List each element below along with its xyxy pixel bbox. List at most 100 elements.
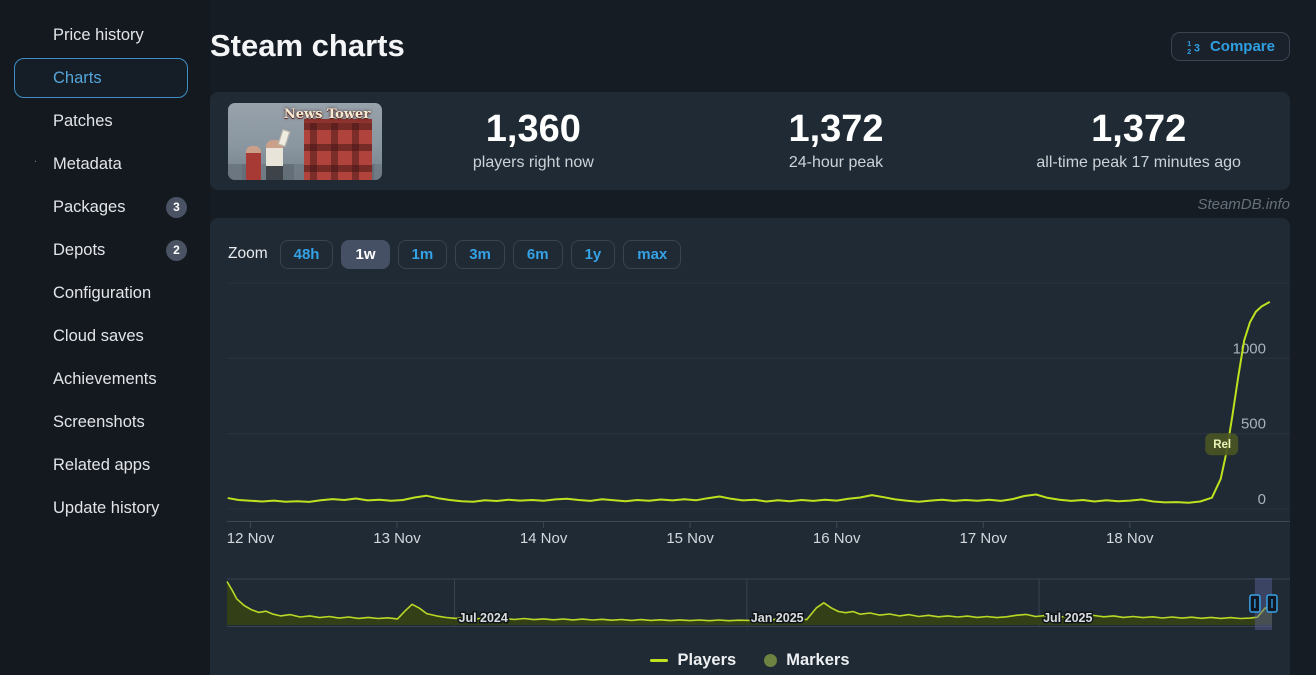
metadata-icon [27,156,44,173]
zoom-range-6m[interactable]: 6m [512,239,563,269]
charts-icon [27,70,44,87]
legend-swatch [764,654,778,667]
svg-text:16 Nov: 16 Nov [813,530,861,547]
svg-text:1: 1 [1187,38,1191,47]
sidebar-item-label: Cloud saves [53,326,144,345]
sidebar-item-depots[interactable]: Depots 2 [14,230,188,270]
link-icon [27,457,44,474]
stat-24-hour-peak: 1,372 24-hour peak [685,108,988,172]
compare-button-label: Compare [1209,37,1275,55]
sidebar-item-label: Metadata [53,154,122,173]
sidebar-item-label: Screenshots [53,412,145,431]
sidebar-item-cloud-saves[interactable]: Cloud saves [14,316,188,356]
legend-swatch [650,659,669,662]
svg-text:Jul 2025: Jul 2025 [1043,611,1092,625]
chart-panel: Zoom 48h 1w 1m 3m 6m 1y max [210,218,1290,675]
sidebar-item-label: Charts [53,68,102,87]
download-icon [1246,243,1268,265]
capsule-art-newspaper [277,128,291,147]
sidebar-item-label: Packages [53,197,126,216]
sidebar-item-patches[interactable]: Patches [14,101,188,141]
game-title-text: News Tower [283,106,371,122]
chart-navigator[interactable]: Jul 2024 Jan 2025 Jul 2025 [210,578,1290,635]
screenshots-icon [27,414,44,431]
zoom-range-group: 48h 1w 1m 3m 6m 1y max [279,239,682,269]
legend-item-markers[interactable]: Markers [764,651,850,670]
legend-label: Markers [786,651,850,669]
svg-text:18 Nov: 18 Nov [1106,530,1154,547]
stat-value: 1,360 [485,108,581,151]
zoom-range-3m[interactable]: 3m [455,239,505,269]
sidebar-item-label: Patches [53,111,113,130]
svg-text:0: 0 [1258,491,1266,508]
gear-icon [27,285,44,302]
svg-text:2: 2 [1187,46,1191,54]
capsule-art-figure [246,145,261,180]
stat-all-time-peak-17-minutes-ago: 1,372 all-time peak 17 minutes ago [987,108,1290,172]
player-stats-panel: News Tower 1,360 players right now 1,372… [210,92,1290,190]
svg-text:Jan 2025: Jan 2025 [751,611,804,625]
zoom-range-48h[interactable]: 48h [279,239,334,269]
stat-value: 1,372 [788,108,884,151]
game-capsule-image[interactable]: News Tower [228,102,382,180]
stat-label: all-time peak 17 minutes ago [1036,153,1241,171]
stats-row: 1,360 players right now 1,372 24-hour pe… [382,108,1290,172]
steamdb-watermark-link[interactable]: SteamDB.info [1197,195,1290,213]
sidebar-item-label: Update history [53,498,160,517]
count-badge: 2 [166,239,187,261]
packages-icon [27,199,44,216]
zoom-range-1y[interactable]: 1y [570,239,616,269]
stat-value: 1,372 [1091,108,1187,151]
svg-text:3: 3 [1194,42,1200,54]
stat-label: 24-hour peak [788,153,884,171]
sidebar-item-packages[interactable]: Packages 3 [14,187,188,227]
count-badge: 3 [166,196,187,218]
sidebar-item-configuration[interactable]: Configuration [14,273,188,313]
depots-icon [27,242,44,259]
zoom-range-1m[interactable]: 1m [397,239,448,269]
svg-text:15 Nov: 15 Nov [666,530,714,547]
sidebar-item-label: Related apps [53,455,151,474]
sidebar-item-label: Depots [53,240,106,259]
release-marker[interactable]: Rel [1205,433,1239,456]
chart-toolbar: Zoom 48h 1w 1m 3m 6m 1y max [210,238,1290,270]
navigator-handle[interactable] [1266,594,1278,613]
patches-icon [27,113,44,130]
zoom-label: Zoom [228,245,268,262]
svg-text:14 Nov: 14 Nov [520,530,568,547]
sidebar-item-label: Achievements [53,369,157,388]
sidebar-item-metadata[interactable]: Metadata [14,144,188,184]
svg-text:Jul 2024: Jul 2024 [459,611,508,625]
svg-text:12 Nov: 12 Nov [227,530,275,547]
stat-players-right-now: 1,360 players right now [382,108,685,172]
legend-label: Players [677,651,737,669]
page-title: Steam charts [210,28,405,63]
navigator-handle[interactable] [1249,594,1261,613]
sidebar-item-achievements[interactable]: Achievements [14,359,188,399]
zoom-range-max[interactable]: max [623,239,682,269]
svg-text:1000: 1000 [1233,340,1266,357]
sidebar-item-label: Price history [53,25,144,44]
price-history-icon [27,27,44,44]
svg-text:500: 500 [1241,416,1266,433]
sidebar-item-screenshots[interactable]: Screenshots [14,402,188,442]
sidebar-item-charts[interactable]: Charts [14,58,188,98]
sidebar-item-price-history[interactable]: Price history [14,15,188,55]
download-chart-button[interactable] [1242,239,1272,269]
players-line-chart[interactable]: 12 Nov 13 Nov 14 Nov 15 Nov 16 Nov 17 Nov 18 N… [210,280,1290,561]
history-icon [27,500,44,517]
zoom-range-1w[interactable]: 1w [341,239,390,269]
svg-text:17 Nov: 17 Nov [960,530,1008,547]
capsule-art-figure [266,139,283,180]
stat-label: players right now [472,153,594,171]
trophy-icon [27,371,44,388]
sidebar-item-related-apps[interactable]: Related apps [14,445,188,485]
legend-item-players[interactable]: Players [650,651,736,670]
sidebar-item-update-history[interactable]: Update history [14,488,188,528]
chart-legend: Players Markers [210,651,1290,670]
navigator-selection[interactable] [1254,578,1272,630]
